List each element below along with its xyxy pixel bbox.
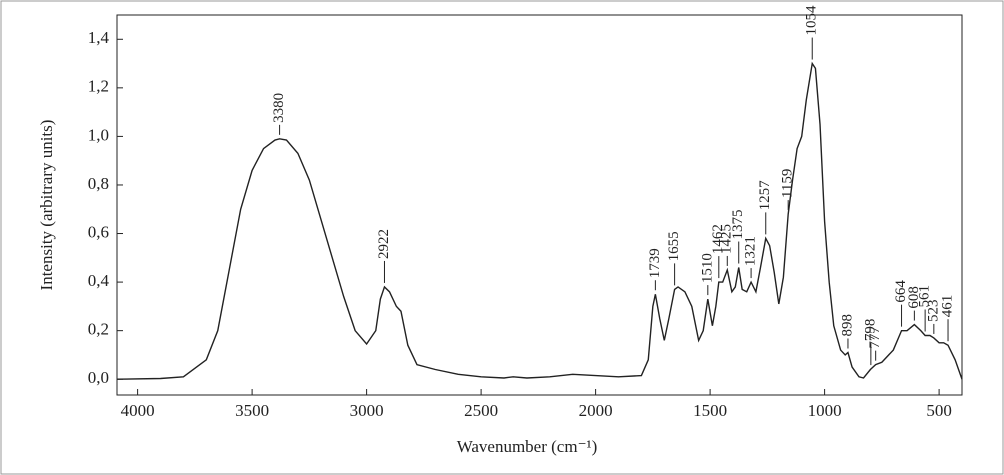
peak-label: 561 [917, 285, 933, 308]
y-tick-label: 0,6 [88, 222, 109, 241]
peak-label: 798 [862, 319, 878, 342]
y-tick-label: 1,2 [88, 77, 109, 96]
peak-label: 1425 [719, 224, 735, 254]
peak-label: 1159 [780, 169, 796, 198]
peak-label: 2922 [376, 229, 392, 259]
peak-label: 608 [906, 286, 922, 309]
y-tick-label: 0,8 [88, 174, 109, 193]
peak-label: 1510 [699, 253, 715, 283]
peak-label: 3380 [271, 93, 287, 123]
y-tick-label: 0,2 [88, 320, 109, 339]
peak-label: 898 [839, 314, 855, 337]
x-tick-label: 1500 [693, 401, 727, 420]
y-tick-label: 1,4 [88, 28, 110, 47]
peak-label: 777 [867, 326, 883, 349]
x-tick-label: 3000 [350, 401, 384, 420]
x-tick-label: 2500 [464, 401, 498, 420]
y-axis-label: Intensity (arbitrary units) [37, 120, 56, 291]
peak-label: 1321 [743, 236, 759, 266]
x-tick-label: 2000 [579, 401, 613, 420]
y-tick-label: 1,0 [88, 125, 109, 144]
y-tick-label: 0,0 [88, 368, 109, 387]
spectrum-line [116, 61, 963, 380]
y-tick-label: 0,4 [88, 271, 110, 290]
peak-label: 523 [925, 299, 941, 322]
x-tick-label: 500 [926, 401, 952, 420]
plot-area [116, 14, 963, 396]
peak-label: 1257 [757, 180, 773, 211]
peak-label: 1739 [647, 248, 663, 278]
peak-label: 1375 [730, 210, 746, 240]
x-tick-label: 4000 [121, 401, 155, 420]
peak-label: 1462 [710, 224, 726, 254]
x-tick-label: 1000 [808, 401, 842, 420]
x-axis-label: Wavenumber (cm⁻¹) [457, 437, 598, 456]
peak-label: 461 [939, 295, 955, 318]
peak-label: 664 [893, 280, 909, 303]
x-tick-label: 3500 [235, 401, 269, 420]
peak-label: 1054 [804, 5, 820, 36]
peak-label: 1655 [666, 231, 682, 261]
